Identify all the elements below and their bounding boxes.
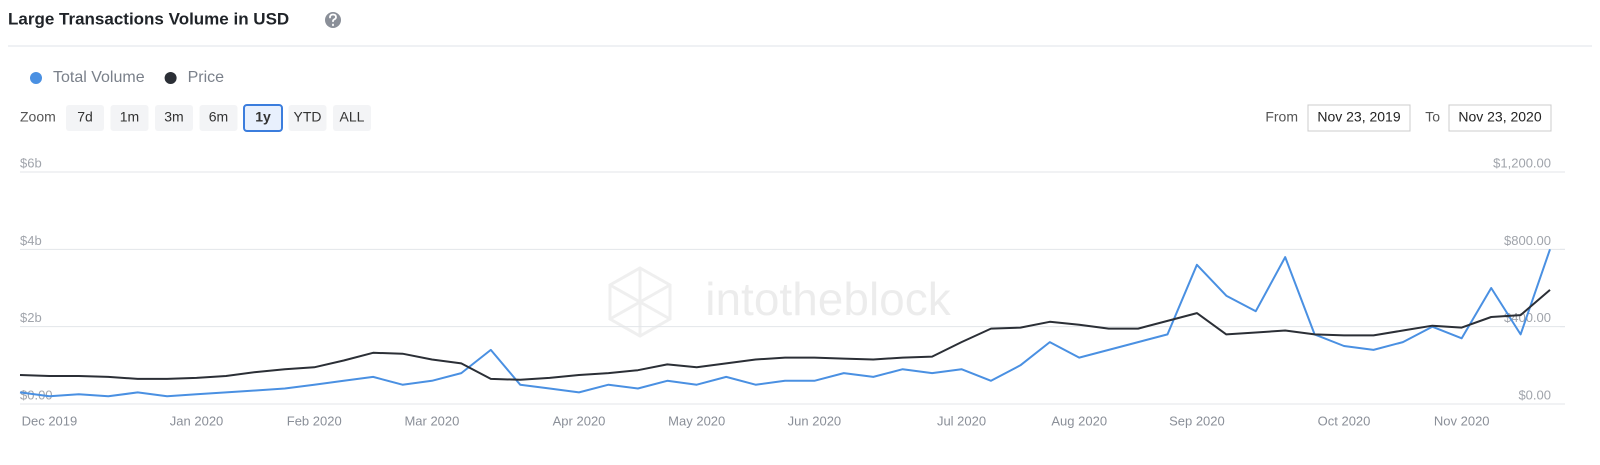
to-label: To [1425, 109, 1440, 125]
y-tick-label: $2b [20, 310, 42, 325]
x-tick-label: Nov 2020 [1434, 413, 1490, 428]
y2-tick-label: $400.00 [1504, 310, 1551, 325]
chart-title: Large Transactions Volume in USD [8, 9, 289, 28]
zoom-button-label[interactable]: 3m [164, 109, 183, 125]
x-tick-label: Dec 2019 [22, 413, 78, 428]
zoom-label: Zoom [20, 109, 56, 125]
help-glyph [329, 13, 337, 27]
zoom-button-label[interactable]: 7d [77, 109, 93, 125]
x-tick-label: Apr 2020 [553, 413, 606, 428]
x-tick-label: Oct 2020 [1318, 413, 1371, 428]
y-tick-label: $4b [20, 233, 42, 248]
zoom-button[interactable] [155, 105, 193, 131]
watermark-logo [608, 266, 672, 338]
x-tick-label: Feb 2020 [287, 413, 342, 428]
zoom-button-label[interactable]: 1y [255, 109, 271, 125]
watermark: intotheblock [705, 273, 951, 325]
from-label: From [1265, 109, 1298, 125]
legend-marker [164, 72, 177, 84]
x-tick-label: Aug 2020 [1051, 413, 1107, 428]
x-tick-label: Sep 2020 [1169, 413, 1225, 428]
x-tick-label: Jul 2020 [937, 413, 986, 428]
from-date[interactable]: Nov 23, 2019 [1317, 109, 1400, 125]
series-line [19, 248, 1551, 398]
legend-marker [30, 72, 42, 84]
zoom-button-label[interactable]: 1m [120, 109, 139, 125]
x-tick-label: Mar 2020 [404, 413, 459, 428]
zoom-button-label[interactable]: 6m [209, 109, 228, 125]
zoom-button-label[interactable]: ALL [340, 109, 365, 125]
zoom-button[interactable] [333, 105, 371, 131]
to-input[interactable] [1448, 104, 1552, 132]
x-tick-label: Jan 2020 [170, 413, 224, 428]
y2-tick-label: $0.00 [1518, 387, 1551, 402]
to-date[interactable]: Nov 23, 2020 [1458, 109, 1541, 125]
legend-label[interactable]: Price [188, 69, 225, 86]
y-tick-label: $6b [20, 155, 42, 170]
zoom-button[interactable] [66, 105, 104, 131]
from-input[interactable] [1307, 104, 1411, 132]
x-tick-label: Jun 2020 [788, 413, 842, 428]
y2-tick-label: $1,200.00 [1493, 155, 1551, 170]
zoom-button[interactable] [110, 105, 149, 131]
zoom-button-label[interactable]: YTD [294, 109, 322, 125]
zoom-button[interactable] [199, 105, 238, 131]
y2-tick-label: $800.00 [1504, 233, 1551, 248]
series-line [19, 289, 1551, 381]
zoom-button[interactable] [288, 105, 327, 131]
zoom-button[interactable] [243, 104, 283, 132]
x-tick-label: May 2020 [668, 413, 725, 428]
legend-label[interactable]: Total Volume [53, 69, 145, 86]
